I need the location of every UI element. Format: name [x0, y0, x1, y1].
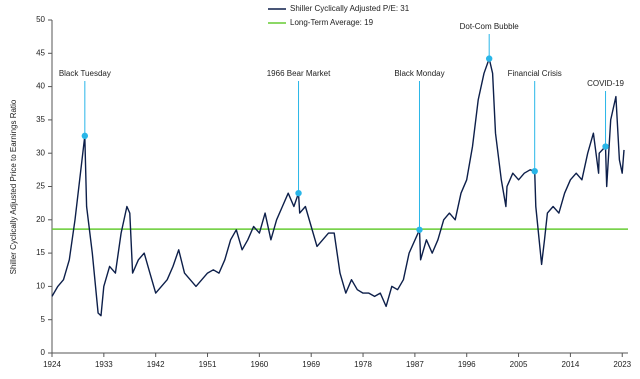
annotation-label: Black Monday — [394, 69, 444, 78]
x-tick-label: 1924 — [43, 360, 61, 369]
x-tick-label: 2023 — [613, 360, 631, 369]
annotation-marker — [602, 143, 609, 150]
x-tick-label: 1951 — [199, 360, 217, 369]
y-tick-label: 30 — [36, 148, 45, 157]
pe-line — [51, 57, 625, 317]
y-tick-label: 15 — [36, 248, 45, 257]
y-axis-label: Shiller Cyclically Adjusted Price to Ear… — [9, 99, 18, 274]
y-tick-label: 20 — [36, 215, 45, 224]
x-tick-label: 1960 — [250, 360, 268, 369]
annotation-label: 1966 Bear Market — [267, 69, 331, 78]
annotation-marker — [295, 189, 302, 197]
annotation-marker — [531, 167, 538, 175]
annotation-label: Dot-Com Bubble — [460, 22, 520, 31]
y-tick-label: 0 — [41, 348, 46, 357]
x-tick-label: 1987 — [406, 360, 424, 369]
x-tick-label: 2005 — [510, 360, 528, 369]
annotation-label: Black Tuesday — [59, 69, 111, 78]
x-tick-label: 1996 — [458, 360, 476, 369]
annotation-marker — [485, 55, 493, 62]
annotation-label: COVID-19 — [587, 79, 624, 88]
y-tick-label: 50 — [36, 15, 45, 24]
y-tick-label: 5 — [41, 315, 46, 324]
y-tick-label: 25 — [36, 182, 45, 191]
y-tick-label: 40 — [36, 82, 45, 91]
annotation-marker — [81, 132, 89, 140]
annotation-label: Financial Crisis — [508, 69, 562, 78]
x-tick-label: 1942 — [147, 360, 165, 369]
x-tick-label: 1933 — [95, 360, 113, 369]
y-tick-label: 45 — [36, 48, 45, 57]
x-tick-label: 1978 — [354, 360, 372, 369]
legend-label: Shiller Cyclically Adjusted P/E: 31 — [290, 4, 410, 13]
annotation-marker — [416, 226, 423, 233]
x-tick-label: 1969 — [302, 360, 320, 369]
x-tick-label: 2014 — [562, 360, 580, 369]
legend-label: Long-Term Average: 19 — [290, 18, 374, 27]
y-tick-label: 10 — [36, 282, 45, 291]
y-tick-label: 35 — [36, 115, 45, 124]
